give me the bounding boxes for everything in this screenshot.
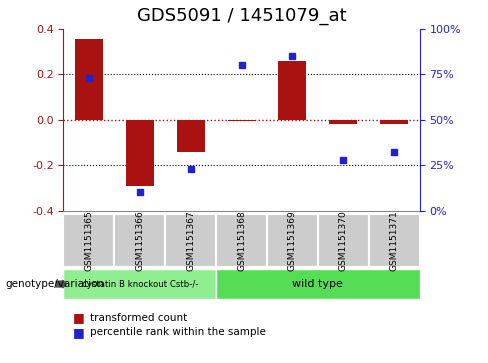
- Bar: [380, 120, 408, 124]
- Title: GDS5091 / 1451079_at: GDS5091 / 1451079_at: [137, 7, 346, 25]
- Bar: [279, 61, 306, 120]
- Text: ■: ■: [73, 326, 85, 339]
- Bar: [227, 120, 256, 121]
- Text: GSM1151368: GSM1151368: [237, 210, 246, 271]
- Text: genotype/variation: genotype/variation: [5, 279, 104, 289]
- Bar: [329, 120, 357, 124]
- Bar: [126, 120, 154, 185]
- Bar: [75, 39, 103, 120]
- Text: percentile rank within the sample: percentile rank within the sample: [90, 327, 266, 337]
- Bar: [177, 120, 204, 152]
- Text: GSM1151371: GSM1151371: [390, 210, 399, 271]
- Text: cystatin B knockout Cstb-/-: cystatin B knockout Cstb-/-: [81, 280, 198, 289]
- Text: GSM1151366: GSM1151366: [135, 210, 144, 271]
- Text: GSM1151369: GSM1151369: [288, 210, 297, 271]
- Text: transformed count: transformed count: [90, 313, 187, 323]
- Text: GSM1151367: GSM1151367: [186, 210, 195, 271]
- Text: ■: ■: [73, 311, 85, 324]
- Text: GSM1151365: GSM1151365: [84, 210, 93, 271]
- Text: GSM1151370: GSM1151370: [339, 210, 348, 271]
- Text: wild type: wild type: [292, 279, 344, 289]
